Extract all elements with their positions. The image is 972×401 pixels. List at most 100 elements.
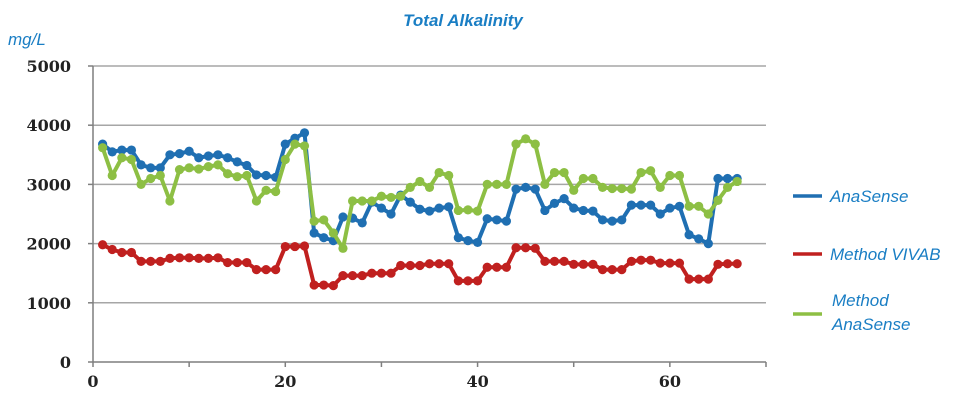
data-point bbox=[223, 169, 233, 179]
data-point bbox=[626, 184, 637, 194]
data-point bbox=[290, 241, 300, 252]
data-point bbox=[357, 218, 367, 228]
data-point bbox=[655, 182, 665, 192]
data-point bbox=[722, 173, 733, 184]
data-point bbox=[232, 257, 242, 268]
data-point bbox=[107, 147, 117, 157]
data-point bbox=[299, 241, 310, 251]
data-point bbox=[184, 163, 194, 173]
legend-label: AnaSense bbox=[829, 187, 908, 206]
data-point bbox=[482, 179, 492, 189]
data-point bbox=[261, 185, 271, 195]
data-point bbox=[521, 182, 531, 192]
data-point bbox=[655, 209, 665, 219]
data-point bbox=[203, 162, 213, 172]
data-point bbox=[674, 170, 685, 181]
data-point bbox=[184, 146, 194, 156]
data-point bbox=[569, 185, 579, 195]
data-point bbox=[492, 179, 502, 189]
data-point bbox=[463, 276, 473, 286]
x-tick-label: 60 bbox=[659, 372, 681, 391]
data-point bbox=[309, 280, 319, 290]
data-point bbox=[646, 166, 656, 176]
series-line bbox=[101, 130, 738, 246]
data-point bbox=[626, 256, 637, 266]
data-point bbox=[319, 233, 329, 243]
data-point bbox=[424, 259, 435, 269]
data-point bbox=[578, 259, 588, 269]
data-point bbox=[396, 191, 406, 201]
data-point bbox=[223, 257, 233, 268]
data-point bbox=[376, 203, 387, 213]
data-point bbox=[559, 194, 569, 204]
y-axis-unit-label: mg/L bbox=[8, 30, 46, 49]
data-point bbox=[646, 255, 656, 265]
data-point bbox=[549, 256, 560, 266]
data-point bbox=[290, 139, 300, 149]
data-point bbox=[232, 157, 242, 167]
data-point bbox=[223, 153, 233, 163]
data-point bbox=[646, 200, 656, 210]
data-point bbox=[242, 170, 252, 181]
data-point bbox=[405, 260, 415, 271]
data-point bbox=[636, 200, 646, 210]
data-point bbox=[607, 216, 617, 226]
data-point bbox=[367, 268, 377, 278]
data-point bbox=[444, 202, 454, 212]
data-point bbox=[299, 128, 310, 138]
data-point bbox=[694, 274, 704, 284]
data-point bbox=[626, 200, 637, 210]
data-point bbox=[242, 257, 252, 268]
data-point bbox=[549, 167, 560, 178]
legend-item: AnaSense bbox=[793, 187, 908, 206]
x-tick-label: 0 bbox=[87, 372, 98, 391]
data-point bbox=[453, 276, 463, 286]
data-point bbox=[482, 262, 492, 272]
data-point bbox=[261, 170, 271, 181]
data-point bbox=[472, 276, 483, 286]
data-point bbox=[684, 201, 694, 211]
data-point bbox=[549, 198, 560, 208]
series-anasense bbox=[98, 128, 742, 249]
data-point bbox=[319, 215, 329, 225]
data-point bbox=[540, 179, 550, 189]
y-tick-label: 1000 bbox=[26, 294, 71, 313]
data-point bbox=[338, 270, 348, 281]
data-point bbox=[376, 191, 387, 201]
data-point bbox=[713, 259, 723, 269]
data-point bbox=[694, 234, 704, 244]
data-point bbox=[174, 165, 185, 175]
data-point bbox=[617, 265, 627, 275]
data-point bbox=[396, 260, 406, 271]
y-tick-label: 0 bbox=[60, 353, 71, 372]
series-method-anasense bbox=[98, 134, 742, 253]
data-point bbox=[107, 170, 117, 181]
data-point bbox=[521, 134, 531, 144]
data-point bbox=[492, 215, 502, 225]
data-point bbox=[146, 173, 156, 184]
data-point bbox=[136, 256, 146, 266]
data-point bbox=[597, 215, 608, 225]
data-point bbox=[251, 170, 262, 180]
data-point bbox=[588, 173, 598, 184]
data-point bbox=[597, 265, 608, 275]
data-point bbox=[309, 216, 319, 226]
data-point bbox=[636, 255, 646, 265]
data-point bbox=[684, 274, 694, 284]
data-point bbox=[511, 184, 521, 194]
legend-item: Method AnaSense bbox=[793, 291, 910, 334]
x-tick-label: 40 bbox=[466, 372, 488, 391]
data-point bbox=[511, 243, 521, 253]
data-point bbox=[117, 153, 127, 163]
data-point bbox=[213, 253, 223, 263]
data-point bbox=[126, 145, 137, 155]
data-point bbox=[597, 182, 608, 192]
data-point bbox=[665, 170, 675, 181]
legend: AnaSense Method VIVAB Method AnaSense bbox=[793, 187, 941, 334]
series-method-vivab bbox=[98, 240, 742, 291]
data-point bbox=[617, 183, 627, 194]
data-point bbox=[732, 259, 742, 269]
data-point bbox=[415, 260, 425, 271]
data-point bbox=[665, 258, 675, 268]
